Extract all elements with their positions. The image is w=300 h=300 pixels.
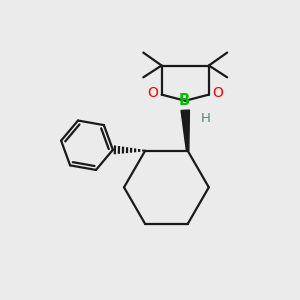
Text: O: O [147,86,158,100]
Text: B: B [179,93,190,108]
Text: O: O [212,86,223,100]
Polygon shape [181,110,189,151]
Text: H: H [201,112,211,125]
